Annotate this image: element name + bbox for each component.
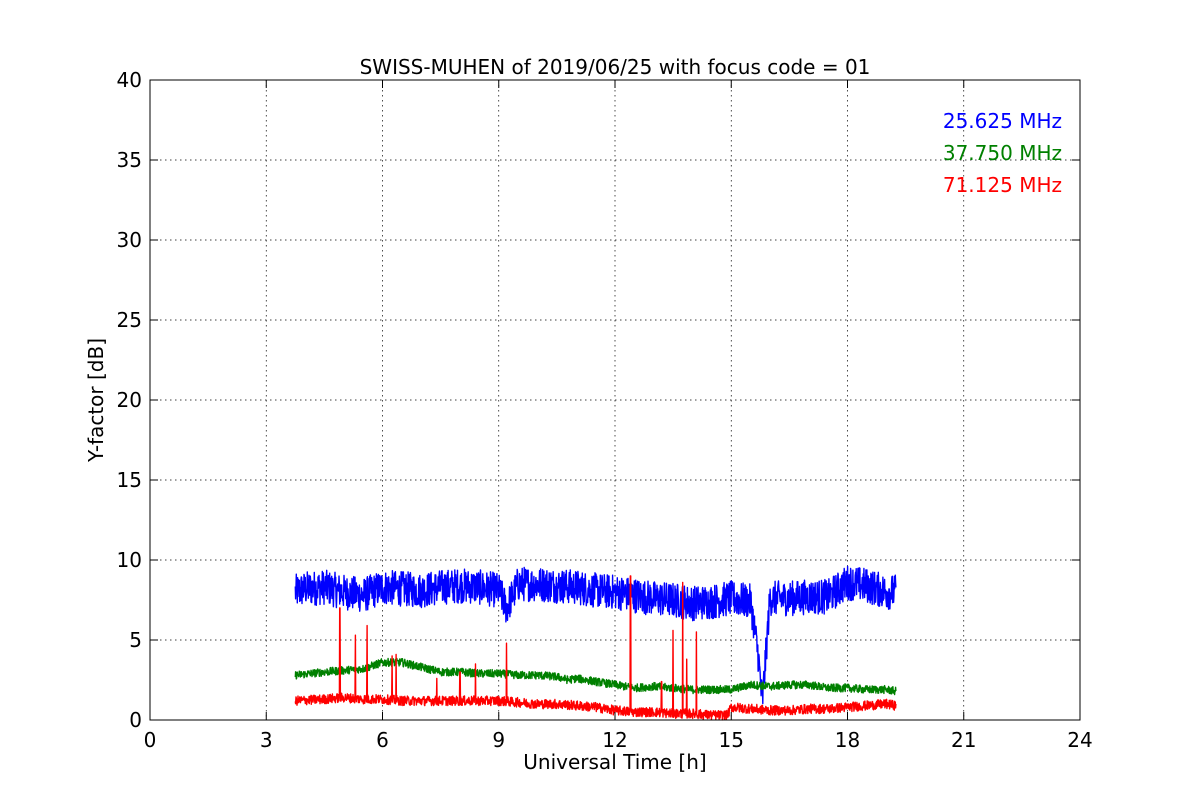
x-tick-label: 24: [1067, 728, 1092, 752]
x-tick-label: 21: [951, 728, 976, 752]
x-tick-label: 0: [144, 728, 157, 752]
x-tick-label: 18: [835, 728, 860, 752]
y-tick-label: 35: [117, 148, 142, 172]
series-lines: [294, 565, 897, 721]
series-line-1: [294, 565, 897, 705]
legend: 25.625 MHz 37.750 MHz 71.125 MHz: [943, 109, 1062, 197]
legend-entry-series-2: 37.750 MHz: [943, 141, 1062, 165]
y-tick-label: 15: [117, 468, 142, 492]
x-tick-label: 6: [376, 728, 389, 752]
y-tick-label: 5: [129, 628, 142, 652]
x-tick-label: 9: [492, 728, 505, 752]
x-tick-label: 15: [719, 728, 744, 752]
y-tick-label: 20: [117, 388, 142, 412]
x-axis-label: Universal Time [h]: [523, 750, 706, 774]
y-tick-label: 25: [117, 308, 142, 332]
y-tick-label: 0: [129, 708, 142, 732]
legend-entry-series-3: 71.125 MHz: [943, 173, 1062, 197]
grid: [150, 80, 1080, 720]
y-tick-label: 10: [117, 548, 142, 572]
x-tick-label: 12: [602, 728, 627, 752]
series-line-3: [294, 575, 897, 721]
axis-ticks: 0 3 6 9 12 15 18 21 24 0 5 10 15 20 25 30 35 40: [117, 68, 1093, 752]
chart-title: SWISS-MUHEN of 2019/06/25 with focus cod…: [360, 55, 871, 79]
x-tick-label: 3: [260, 728, 273, 752]
y-axis-label: Y-factor [dB]: [84, 338, 108, 463]
y-tick-label: 40: [117, 68, 142, 92]
y-tick-label: 30: [117, 228, 142, 252]
legend-entry-series-1: 25.625 MHz: [943, 109, 1062, 133]
